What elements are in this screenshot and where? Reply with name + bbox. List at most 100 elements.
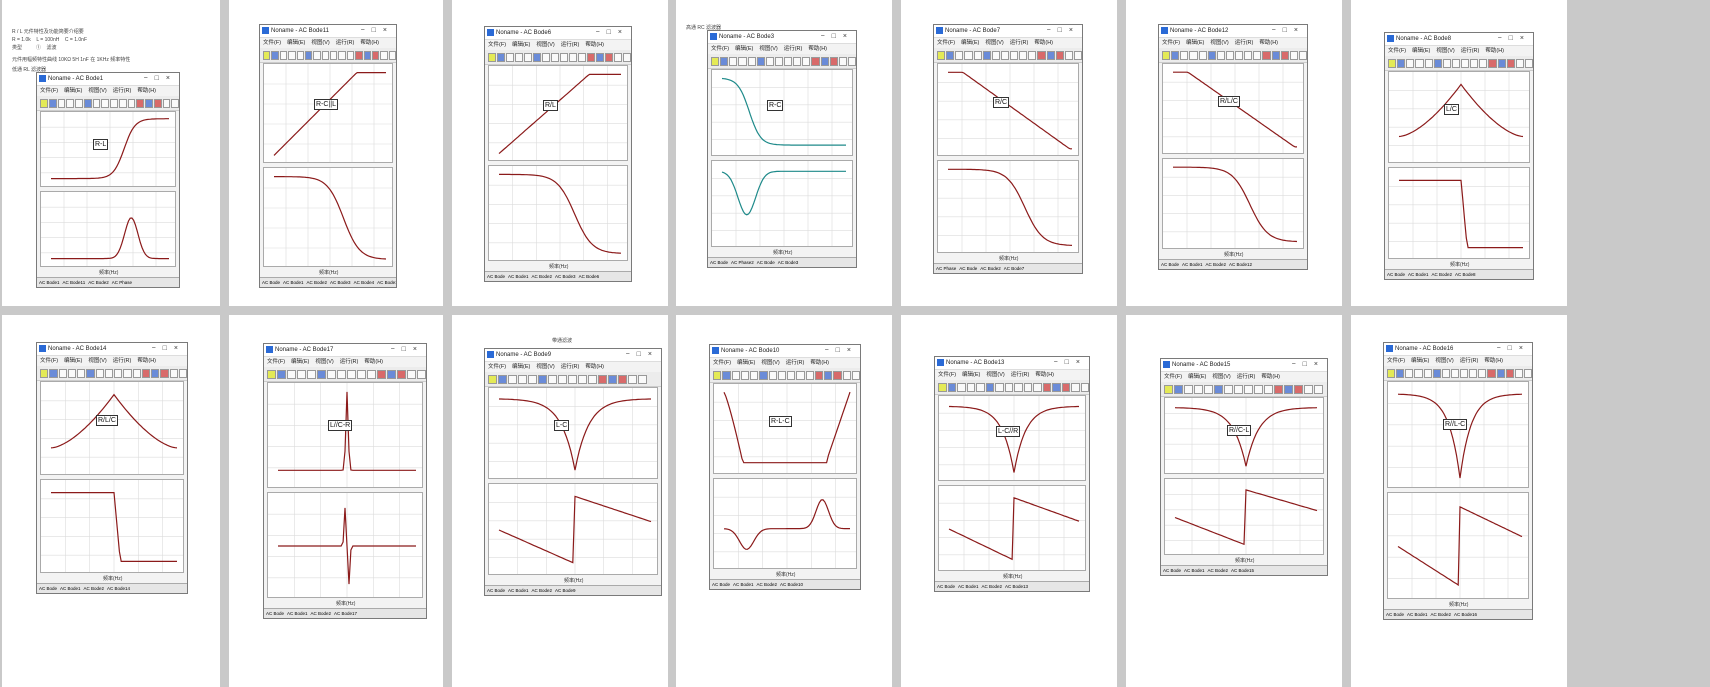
ac-bode-window[interactable]: Noname - AC Bode3 −□× 文件(F) 编辑(E) 视图(V) 运行(R)… bbox=[707, 30, 857, 268]
toolbar-button-icon[interactable] bbox=[759, 370, 768, 380]
menu-item[interactable]: 视图(V) bbox=[88, 88, 107, 94]
toolbar-button-icon[interactable] bbox=[377, 369, 386, 379]
menu-item[interactable]: 运行(R) bbox=[560, 42, 580, 48]
bottom-tab[interactable]: AC Bode11 bbox=[377, 280, 396, 285]
toolbar-button-icon[interactable] bbox=[938, 382, 947, 392]
ac-bode-window[interactable]: Noname - AC Bode6 −□× 文件(F) 编辑(E) 视图(V) 运行(R)… bbox=[484, 26, 632, 282]
toolbar-button-icon[interactable] bbox=[355, 50, 363, 60]
toolbar-button-icon[interactable] bbox=[750, 370, 759, 380]
menu-item[interactable]: 文件(F) bbox=[263, 40, 282, 46]
toolbar-button-icon[interactable] bbox=[1033, 382, 1042, 392]
toolbar-button-icon[interactable] bbox=[1514, 368, 1523, 378]
toolbar-button-icon[interactable] bbox=[842, 370, 851, 380]
menu-item[interactable]: 帮助(H) bbox=[364, 359, 383, 365]
toolbar-button-icon[interactable] bbox=[1204, 384, 1213, 394]
toolbar-button-icon[interactable] bbox=[508, 374, 517, 384]
toolbar-button-icon[interactable] bbox=[1064, 50, 1073, 60]
bottom-tab[interactable]: AC Bode2 bbox=[531, 588, 553, 593]
phase-plot[interactable] bbox=[1164, 478, 1324, 555]
ac-bode-window[interactable]: Noname - AC Bode9 −□× 文件(F) 编辑(E) 视图(V) 运行(R)… bbox=[484, 348, 662, 596]
toolbar-button-icon[interactable] bbox=[1198, 50, 1207, 60]
toolbar-button-icon[interactable] bbox=[1216, 50, 1225, 60]
bottom-tab[interactable]: AC Bode bbox=[487, 588, 506, 593]
window-title-bar[interactable]: Noname - AC Bode15 −□× bbox=[1161, 359, 1327, 372]
toolbar-button-icon[interactable] bbox=[1055, 50, 1064, 60]
menu-item[interactable]: 文件(F) bbox=[488, 364, 507, 370]
magnitude-plot[interactable]: L-C//R bbox=[938, 395, 1086, 481]
bottom-tab[interactable]: AC Bode7 bbox=[1003, 266, 1025, 271]
toolbar-button-icon[interactable] bbox=[330, 50, 338, 60]
magnitude-plot[interactable]: R-C||L bbox=[263, 63, 393, 163]
toolbar-button-icon[interactable] bbox=[1046, 50, 1055, 60]
toolbar-button-icon[interactable] bbox=[774, 56, 783, 66]
bottom-tab[interactable]: AC Bode2 bbox=[531, 274, 553, 279]
menu-item[interactable]: 运行(R) bbox=[1010, 372, 1030, 378]
menu-item[interactable]: 视图(V) bbox=[536, 364, 555, 370]
magnitude-plot[interactable]: R/L/C bbox=[40, 381, 184, 475]
toolbar-button-icon[interactable] bbox=[1298, 50, 1307, 60]
toolbar-button-icon[interactable] bbox=[118, 98, 127, 108]
toolbar-button-icon[interactable] bbox=[1235, 50, 1244, 60]
toolbar-button-icon[interactable] bbox=[506, 52, 514, 62]
toolbar-button-icon[interactable] bbox=[548, 374, 557, 384]
bottom-tab[interactable]: AC Bode2 bbox=[310, 611, 332, 616]
menu-item[interactable]: 运行(R) bbox=[783, 46, 803, 52]
toolbar-button-icon[interactable] bbox=[110, 98, 118, 108]
ac-bode-window[interactable]: Noname - AC Bode12 −□× 文件(F) 编辑(E) 视图(V) 运行(R… bbox=[1158, 24, 1308, 270]
menu-item[interactable]: 帮助(H) bbox=[1261, 374, 1280, 380]
window-controls[interactable]: −□× bbox=[1053, 359, 1087, 366]
toolbar-button-icon[interactable] bbox=[1388, 58, 1397, 68]
window-title-bar[interactable]: Noname - AC Bode14 −□× bbox=[37, 343, 187, 356]
magnitude-plot[interactable]: R//L-C bbox=[1387, 381, 1529, 488]
toolbar-button-icon[interactable] bbox=[338, 50, 346, 60]
toolbar-button-icon[interactable] bbox=[40, 368, 49, 378]
toolbar-button-icon[interactable] bbox=[542, 52, 550, 62]
toolbar-button-icon[interactable] bbox=[488, 52, 496, 62]
menu-item[interactable]: 帮助(H) bbox=[585, 364, 604, 370]
toolbar-button-icon[interactable] bbox=[371, 50, 380, 60]
bottom-tab[interactable]: AC Bode1 bbox=[958, 584, 979, 589]
menu-item[interactable]: 运行(R) bbox=[339, 359, 359, 365]
toolbar-button-icon[interactable] bbox=[1506, 58, 1515, 68]
toolbar-button-icon[interactable] bbox=[947, 382, 956, 392]
menu-item[interactable]: 运行(R) bbox=[560, 364, 580, 370]
toolbar-button-icon[interactable] bbox=[618, 374, 627, 384]
toolbar-button-icon[interactable] bbox=[1314, 384, 1323, 394]
toolbar-button-icon[interactable] bbox=[793, 56, 802, 66]
bottom-tab[interactable]: AC Phase bbox=[936, 266, 957, 271]
bottom-tab[interactable]: AC Bode17 bbox=[334, 611, 358, 616]
menu-item[interactable]: 帮助(H) bbox=[137, 358, 156, 364]
phase-plot[interactable] bbox=[40, 479, 184, 573]
toolbar-button-icon[interactable] bbox=[1470, 58, 1479, 68]
toolbar-button-icon[interactable] bbox=[267, 369, 276, 379]
menu-item[interactable]: 文件(F) bbox=[713, 360, 732, 366]
toolbar-button-icon[interactable] bbox=[964, 50, 973, 60]
toolbar-button-icon[interactable] bbox=[515, 52, 523, 62]
bottom-tab[interactable]: AC Bode1 bbox=[508, 588, 529, 593]
toolbar-button-icon[interactable] bbox=[346, 50, 355, 60]
menu-item[interactable]: 运行(R) bbox=[1459, 358, 1479, 364]
window-controls[interactable]: −□× bbox=[1496, 345, 1530, 352]
magnitude-plot[interactable]: R-L-C bbox=[713, 383, 857, 474]
bottom-tab[interactable]: AC Bode bbox=[712, 582, 731, 587]
toolbar-button-icon[interactable] bbox=[162, 98, 171, 108]
toolbar-button-icon[interactable] bbox=[388, 50, 396, 60]
toolbar-button-icon[interactable] bbox=[1244, 384, 1253, 394]
toolbar-button-icon[interactable] bbox=[1442, 58, 1451, 68]
toolbar-button-icon[interactable] bbox=[1262, 50, 1271, 60]
bottom-tab[interactable]: AC Bode2 bbox=[980, 266, 1001, 271]
toolbar-button-icon[interactable] bbox=[1071, 382, 1080, 392]
toolbar-button-icon[interactable] bbox=[151, 368, 160, 378]
toolbar-button-icon[interactable] bbox=[1019, 50, 1028, 60]
menu-item[interactable]: 运行(R) bbox=[112, 88, 132, 94]
menu-item[interactable]: 视图(V) bbox=[311, 40, 330, 46]
toolbar-button-icon[interactable] bbox=[588, 374, 597, 384]
toolbar-button-icon[interactable] bbox=[1014, 382, 1023, 392]
toolbar-button-icon[interactable] bbox=[569, 52, 577, 62]
window-controls[interactable]: −□× bbox=[390, 346, 424, 353]
menu-item[interactable]: 视图(V) bbox=[759, 46, 778, 52]
phase-plot[interactable] bbox=[1388, 167, 1530, 259]
bottom-tab[interactable]: AC Bode15 bbox=[1231, 568, 1255, 573]
toolbar-button-icon[interactable] bbox=[317, 369, 326, 379]
toolbar-button-icon[interactable] bbox=[1433, 58, 1442, 68]
